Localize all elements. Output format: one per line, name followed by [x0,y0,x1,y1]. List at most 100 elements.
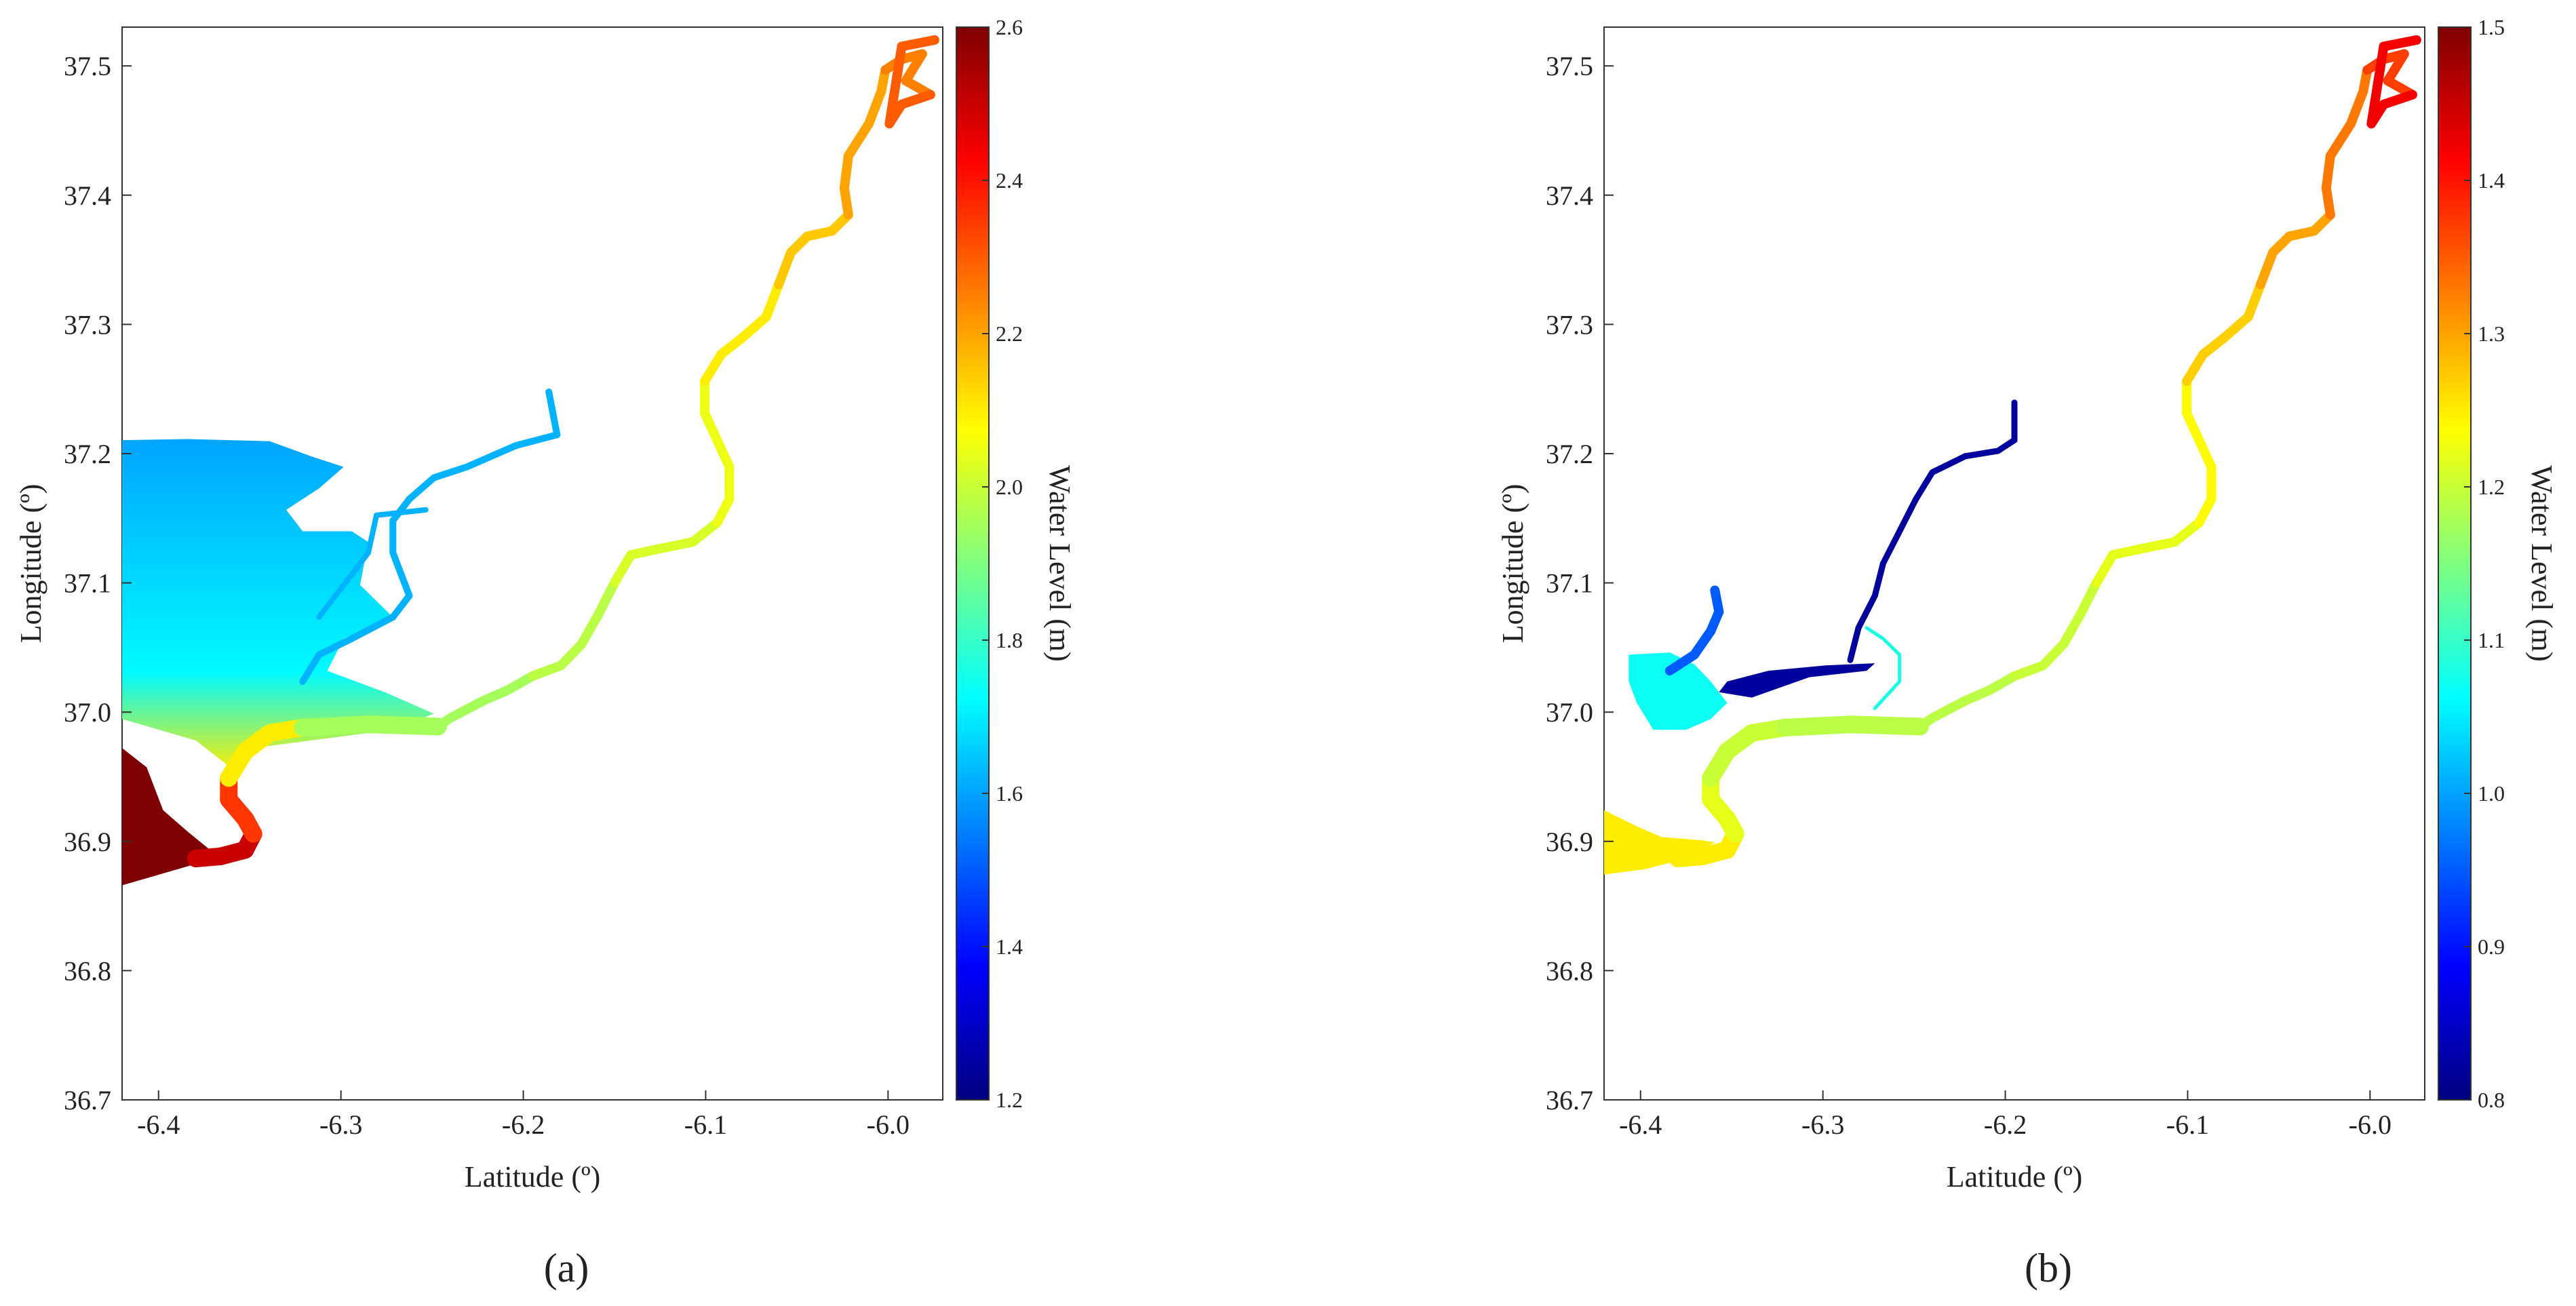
tributary-a-segment [463,441,520,471]
y-tick-label-b: 37.0 [1546,697,1593,728]
y-tick-label-b: 37.3 [1546,309,1593,340]
y-tick-label-a: 37.0 [64,697,111,728]
colorbar-tick-label-a: 2.6 [996,15,1023,39]
river-b-segment [2379,35,2421,52]
colorbar-tick-label-b: 0.8 [2478,1088,2505,1112]
x-tick-label-b: -6.1 [2166,1109,2209,1140]
colorbar-title-b: Water Level (m) [2525,465,2558,662]
colorbar-tick-label-b: 0.9 [2478,934,2505,959]
river-b-segment [2219,312,2253,343]
tributary-a-segment [406,474,437,503]
tributary-a-segment [389,592,413,621]
colorbar-tick-label-b: 1.5 [2478,15,2505,39]
colorbar-tick-label-b: 1.3 [2478,321,2505,346]
y-tick-label-a: 36.7 [64,1085,111,1115]
panel-b: -6.4 -6.3 -6.2 -6.1 -6.0 36.7 36.8 36.9 37.0 37.… [1496,15,2558,1290]
water-level-map-a [122,35,939,886]
x-tick-label-a: -6.0 [867,1109,910,1140]
blue-channel-b-segment [1664,650,1700,676]
connector-b-segment [1881,637,1902,656]
river-a-segment [700,408,722,446]
river-a-segment [774,248,796,290]
tributary-a-segment [397,570,413,599]
x-tick-label-a: -6.2 [502,1109,545,1140]
colorbar-tick-label-b: 1.1 [2478,628,2505,652]
river-b-segment [2132,537,2179,555]
river-a-segment [687,517,722,547]
tributary-a-segment [389,549,405,578]
x-tick-label-a: -6.1 [684,1109,727,1140]
marsh-area-a [122,439,434,773]
dark-channel-b [1719,663,1875,698]
connector-b-segment [1865,626,1885,641]
plot-frame-b [1603,26,2425,1101]
colorbar-tick-label-a: 1.4 [996,934,1023,959]
tributary-a-segment [348,614,397,642]
river-b-segment [2243,279,2265,322]
colorbar-ticks-a: 1.2 1.4 1.6 1.8 2.0 2.2 2.4 2.6 [982,15,1023,1112]
y-tick-label-a: 37.2 [64,439,111,469]
x-axis-title-b: Latitude (º) [1947,1160,2083,1193]
river-a-segment [864,86,886,129]
y-tick-label-a: 37.1 [64,568,111,599]
panel-a: -6.4 -6.3 -6.2 -6.1 -6.0 36.7 36.8 36.9 37.0 37.… [14,15,1076,1290]
river-b-segment [2366,41,2389,129]
tributary-b-segment [1962,448,2002,460]
tributary-a-segment [430,463,471,481]
river-a-segment [593,578,619,620]
river-b-segment [2169,517,2204,547]
y-tick-label-b: 36.7 [1546,1085,1593,1115]
map-area-a [121,26,943,1101]
panel-label-a: (a) [544,1246,589,1290]
colorbar-ticks-b: 0.8 0.9 1.0 1.1 1.2 1.3 1.4 1.5 [2464,15,2505,1112]
blue-channel-b-segment [1690,626,1716,660]
river-b-segment [2075,578,2101,620]
river-a-segment [737,312,771,343]
river-b-segment [2256,248,2278,290]
tributary-a-segment [512,431,561,449]
blue-channel-b-segment [1710,585,1724,617]
river-a-segment [901,49,927,86]
river-b-segment [2321,151,2335,193]
mouth-a-segment [359,715,447,736]
y-tick-label-a: 37.5 [64,51,111,81]
y-axis-title-a: Longitude (º) [14,484,47,644]
y-tick-label-a: 36.9 [64,827,111,857]
colorbar-a: 1.2 1.4 1.6 1.8 2.0 2.2 2.4 2.6 Water Level (m) [956,15,1076,1112]
tributary-b-segment [1913,469,1936,502]
colorbar-title-a: Water Level (m) [1043,465,1076,662]
river-b-segment [2092,550,2118,588]
river-a-segment [712,435,735,472]
x-axis-title-a: Latitude (º) [465,1160,601,1193]
tributary-a-segment [340,550,371,588]
panel-label-b: (b) [2025,1246,2072,1290]
tributary-b-segment [1879,528,1903,567]
river-a-segment [556,639,587,671]
tributary-a-segment [315,635,355,658]
tributary-b-segment [1995,437,2018,454]
river-a-segment [528,660,566,681]
river-b-segment [2182,408,2204,446]
tributary-a-segment [366,512,380,556]
tributary-b-segment [1847,625,1862,663]
colorbar-tick-label-b: 1.0 [2478,781,2505,806]
colorbar-tick-label-a: 1.8 [996,628,1023,652]
river-b-segment [2038,639,2069,671]
river-a-segment [839,151,853,193]
x-tick-label-a: -6.3 [319,1109,362,1140]
river-b-segment [2010,660,2048,681]
tributary-a-segment [545,388,561,439]
y-tick-label-a: 37.3 [64,309,111,340]
map-area-b [1603,26,2425,1101]
colorbar-tick-label-a: 2.2 [996,321,1023,346]
tributary-b-segment [1896,496,1919,535]
river-b-segment [2182,349,2208,387]
river-a-segment [610,550,636,588]
y-axis-a: 36.7 36.8 36.9 37.0 37.1 37.2 37.3 37.4 37.5 [64,51,132,1115]
river-b-segment [2346,86,2368,129]
y-axis-b: 36.7 36.8 36.9 37.0 37.1 37.2 37.3 37.4 37.5 [1546,51,1614,1115]
tributary-a-segment [374,507,429,518]
x-axis-b: -6.4 -6.3 -6.2 -6.1 -6.0 [1619,1090,2392,1140]
x-tick-label-a: -6.4 [137,1109,180,1140]
colorbar-tick-label-a: 2.0 [996,475,1023,499]
